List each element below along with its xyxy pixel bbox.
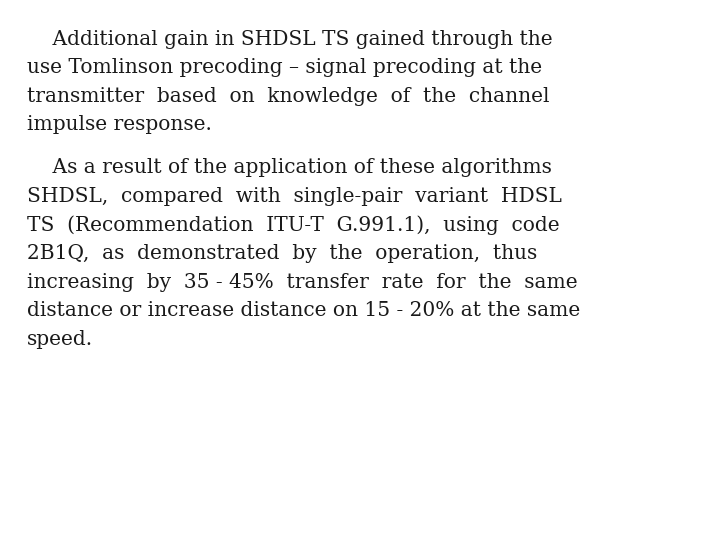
- Text: impulse response.: impulse response.: [27, 116, 212, 134]
- Text: increasing  by  35 - 45%  transfer  rate  for  the  same: increasing by 35 - 45% transfer rate for…: [27, 273, 578, 292]
- Text: 2B1Q,  as  demonstrated  by  the  operation,  thus: 2B1Q, as demonstrated by the operation, …: [27, 244, 538, 263]
- Text: distance or increase distance on 15 - 20% at the same: distance or increase distance on 15 - 20…: [27, 301, 580, 320]
- Text: transmitter  based  on  knowledge  of  the  channel: transmitter based on knowledge of the ch…: [27, 87, 550, 106]
- Text: SHDSL,  compared  with  single-pair  variant  HDSL: SHDSL, compared with single-pair variant…: [27, 187, 562, 206]
- Text: speed.: speed.: [27, 330, 94, 349]
- Text: TS  (Recommendation  ITU-T  G.991.1),  using  code: TS (Recommendation ITU-T G.991.1), using…: [27, 215, 560, 235]
- Text: As a result of the application of these algorithms: As a result of the application of these …: [27, 158, 552, 177]
- Text: Additional gain in SHDSL TS gained through the: Additional gain in SHDSL TS gained throu…: [27, 30, 553, 49]
- Text: use Tomlinson precoding – signal precoding at the: use Tomlinson precoding – signal precodi…: [27, 58, 542, 77]
